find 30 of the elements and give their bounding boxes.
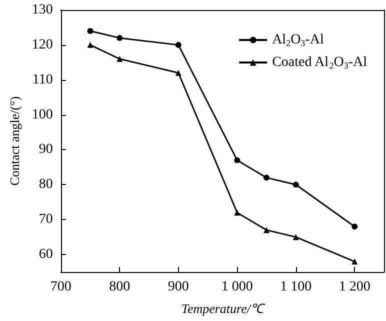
y-tick-label: 80 (38, 177, 53, 192)
point (87, 42, 94, 48)
x-tick-label: 1 100 (280, 280, 312, 294)
y-tick-label: 130 (32, 2, 53, 18)
point (352, 258, 358, 265)
point (175, 42, 182, 48)
x-tick-label: 800 (109, 280, 130, 294)
y-tick-label: 100 (32, 107, 53, 122)
point (116, 56, 123, 62)
point (292, 234, 299, 240)
y-tick-label: 60 (38, 247, 53, 262)
y-tick-label: 120 (32, 37, 53, 52)
y-axis-title: Contact angle/(°) (7, 96, 22, 186)
point (175, 70, 182, 76)
x-tick-label: 1 000 (221, 280, 253, 294)
point (87, 28, 94, 34)
x-axis-title: Temperature/℃ (181, 301, 266, 316)
point (352, 224, 358, 230)
x-tick-label: 900 (168, 280, 189, 294)
x-tick-label: 700 (50, 280, 72, 294)
y-tick-label: 90 (38, 142, 53, 158)
point (292, 182, 299, 188)
point (234, 157, 240, 164)
y-tick-label: 110 (32, 72, 53, 88)
y-tick-label: 70 (38, 212, 53, 228)
point (116, 34, 123, 41)
x-tick-label: 1 200 (338, 280, 370, 294)
point (264, 227, 270, 234)
point (264, 174, 270, 181)
point (234, 210, 240, 216)
